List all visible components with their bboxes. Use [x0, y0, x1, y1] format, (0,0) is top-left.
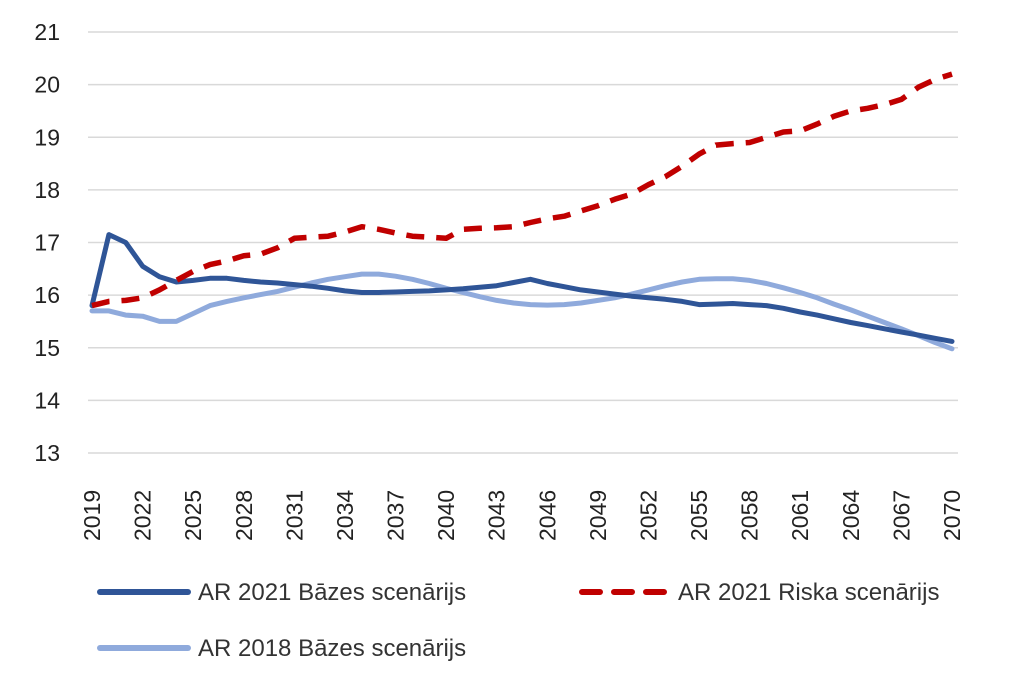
y-tick-label: 17	[34, 230, 60, 256]
x-axis-tick-labels: 2019 2022 2025 2028 2031 2034 2037 2040 2043 2046…	[79, 490, 965, 541]
x-tick-label: 2052	[635, 490, 661, 541]
x-tick-label: 2040	[433, 490, 459, 541]
x-tick-label: 2034	[332, 490, 358, 541]
x-tick-label: 2019	[79, 490, 105, 541]
y-tick-label: 16	[34, 282, 60, 308]
x-tick-label: 2061	[787, 490, 813, 541]
y-axis-tick-labels: 13 14 15 16 17 18 19 20 21	[34, 19, 60, 466]
y-tick-label: 18	[34, 177, 60, 203]
y-tick-label: 19	[34, 124, 60, 150]
legend-label-ar-2021-riska: AR 2021 Riska scenārijs	[678, 579, 939, 606]
series-line-ar-2021-riska-scen-rijs	[91, 71, 953, 309]
y-tick-label: 13	[34, 440, 60, 466]
x-tick-label: 2058	[737, 490, 763, 541]
x-tick-label: 2055	[686, 490, 712, 541]
legend-item-ar-2018-bazes: AR 2018 Bāzes scenārijs	[97, 635, 466, 662]
x-tick-label: 2031	[281, 490, 307, 541]
y-tick-label: 14	[34, 387, 60, 413]
x-tick-label: 2025	[180, 490, 206, 541]
x-tick-label: 2067	[888, 490, 914, 541]
x-tick-label: 2028	[231, 490, 257, 541]
x-tick-label: 2049	[585, 490, 611, 541]
x-tick-label: 2043	[484, 490, 510, 541]
legend-label-ar-2021-bazes: AR 2021 Bāzes scenārijs	[198, 579, 466, 606]
legend-label-ar-2018-bazes: AR 2018 Bāzes scenārijs	[198, 635, 466, 662]
x-tick-label: 2022	[130, 490, 156, 541]
legend: AR 2021 Bāzes scenārijs AR 2021 Riska sc…	[97, 579, 939, 662]
y-tick-label: 21	[34, 19, 60, 45]
y-tick-label: 20	[34, 72, 60, 98]
x-tick-label: 2046	[534, 490, 560, 541]
series-line-ar-2021-b-zes-scen-rijs	[89, 232, 955, 344]
y-tick-label: 15	[34, 335, 60, 361]
x-tick-label: 2064	[838, 490, 864, 541]
legend-item-ar-2021-bazes: AR 2021 Bāzes scenārijs	[97, 579, 466, 606]
x-tick-label: 2037	[383, 490, 409, 541]
series-lines	[89, 71, 955, 352]
legend-item-ar-2021-riska: AR 2021 Riska scenārijs	[579, 579, 939, 606]
gridlines	[88, 31, 958, 454]
series-line-ar-2018-b-zes-scen-rijs	[89, 271, 955, 352]
x-tick-label: 2070	[939, 490, 965, 541]
